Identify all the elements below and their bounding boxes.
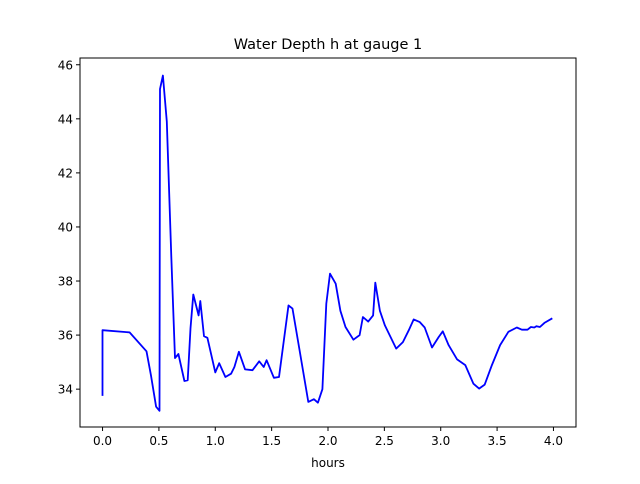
y-tick-label: 38 [58, 275, 73, 289]
y-tick-label: 40 [58, 220, 73, 234]
plot-frame [79, 57, 577, 428]
x-axis-label: hours [311, 456, 345, 470]
x-tick-label: 0.5 [149, 434, 168, 448]
y-tick-label: 44 [58, 112, 73, 126]
y-tick-label: 34 [58, 383, 73, 397]
y-axis: 34 36 38 40 42 44 46 [58, 58, 80, 397]
y-tick-label: 42 [58, 166, 73, 180]
x-tick-label: 3.5 [488, 434, 507, 448]
x-tick-label: 4.0 [544, 434, 563, 448]
x-tick-label: 2.5 [375, 434, 394, 448]
chart-title: Water Depth h at gauge 1 [234, 37, 422, 53]
series-line-h [101, 74, 553, 412]
x-tick-label: 0.0 [93, 434, 112, 448]
x-tick-label: 1.0 [206, 434, 225, 448]
x-tick-label: 3.0 [431, 434, 450, 448]
x-tick-label: 1.5 [262, 434, 281, 448]
x-axis: 0.0 0.5 1.0 1.5 2.0 2.5 3.0 3.5 4.0 [93, 427, 563, 448]
x-tick-label: 2.0 [318, 434, 337, 448]
y-tick-label: 46 [58, 58, 73, 72]
y-tick-label: 36 [58, 329, 73, 343]
